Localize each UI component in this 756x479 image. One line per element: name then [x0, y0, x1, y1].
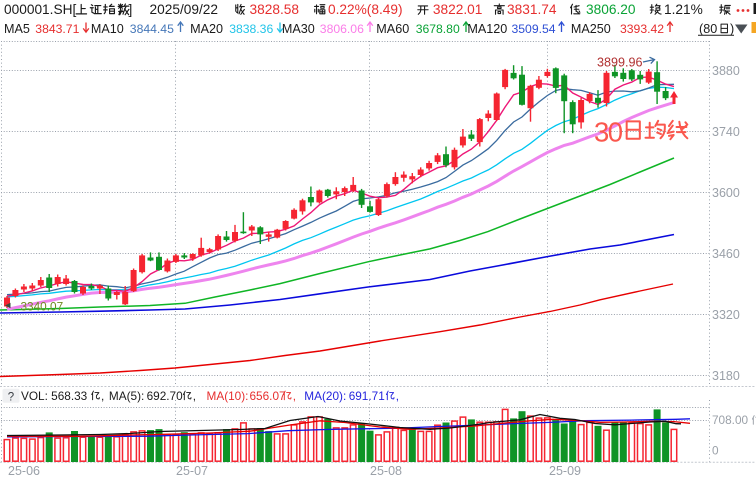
svg-text:3393.42: 3393.42 — [620, 22, 664, 36]
svg-text:3899.96: 3899.96 — [597, 56, 643, 70]
svg-text:3880: 3880 — [712, 64, 740, 78]
svg-text:,: , — [101, 389, 104, 403]
svg-text:,: , — [396, 389, 399, 403]
svg-text:3844.45: 3844.45 — [130, 22, 174, 36]
svg-text:MA120: MA120 — [467, 22, 507, 36]
svg-text:3806.06: 3806.06 — [320, 22, 364, 36]
svg-text:708.00: 708.00 — [712, 413, 749, 427]
svg-text:MA10: MA10 — [91, 22, 124, 36]
svg-text:3740: 3740 — [712, 125, 740, 139]
svg-text:,: , — [193, 389, 196, 403]
svg-text:000001.SH[: 000001.SH[ — [4, 2, 76, 17]
svg-text:VOL: 568.33: VOL: 568.33 — [21, 389, 88, 403]
svg-text:25-08: 25-08 — [370, 464, 402, 478]
svg-text:656.07: 656.07 — [250, 389, 286, 403]
svg-text:3460: 3460 — [712, 247, 740, 261]
svg-text:1.21%: 1.21% — [664, 2, 703, 17]
svg-text:MA(5):: MA(5): — [109, 389, 144, 403]
svg-text:(80: (80 — [699, 22, 717, 36]
svg-text:3180: 3180 — [712, 369, 740, 383]
svg-text:3340.07: 3340.07 — [21, 299, 64, 313]
svg-text:30: 30 — [594, 117, 623, 148]
svg-text:3822.01: 3822.01 — [433, 2, 482, 17]
svg-text:MA5: MA5 — [4, 22, 30, 36]
svg-text:25-07: 25-07 — [176, 464, 208, 478]
svg-text:3320: 3320 — [712, 308, 740, 322]
svg-text:MA(10):: MA(10): — [207, 389, 249, 403]
svg-text:3831.74: 3831.74 — [507, 2, 557, 17]
svg-text:MA(20):: MA(20): — [304, 389, 346, 403]
svg-text:2025/09/22: 2025/09/22 — [150, 2, 219, 17]
svg-text:0.22%(8.49): 0.22%(8.49) — [328, 2, 403, 17]
svg-text:0: 0 — [712, 444, 719, 458]
svg-text:MA60: MA60 — [376, 22, 409, 36]
svg-text:3838.36: 3838.36 — [229, 22, 273, 36]
svg-text:3600: 3600 — [712, 186, 740, 200]
svg-text:3843.71: 3843.71 — [35, 22, 79, 36]
svg-text:MA250: MA250 — [571, 22, 611, 36]
svg-text:692.70: 692.70 — [147, 389, 184, 403]
svg-text:25-09: 25-09 — [549, 464, 581, 478]
svg-text:3678.80: 3678.80 — [416, 22, 460, 36]
svg-text:MA20: MA20 — [190, 22, 223, 36]
svg-text:?: ? — [8, 392, 14, 404]
svg-text:3509.54: 3509.54 — [512, 22, 556, 36]
svg-text:3806.20: 3806.20 — [586, 2, 636, 17]
svg-text:): ) — [730, 22, 734, 36]
svg-text:,: , — [293, 389, 296, 403]
svg-text:3828.58: 3828.58 — [250, 2, 300, 17]
svg-text:691.71: 691.71 — [349, 389, 385, 403]
svg-text:MA30: MA30 — [282, 22, 315, 36]
svg-text:25-06: 25-06 — [8, 464, 40, 478]
svg-text:]: ] — [129, 2, 133, 17]
